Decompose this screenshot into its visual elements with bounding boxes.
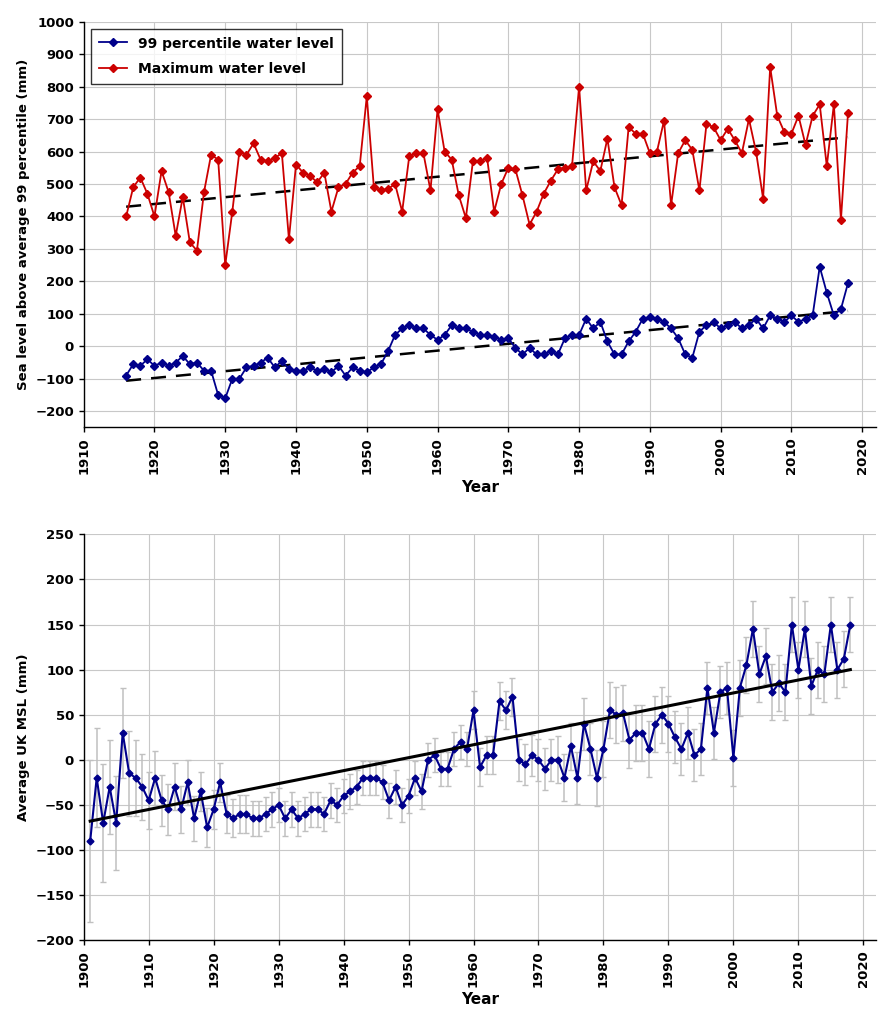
99 percentile water level <box>764 309 775 322</box>
99 percentile water level <box>814 261 825 273</box>
Maximum water level <box>764 61 775 74</box>
Maximum water level <box>546 175 556 187</box>
Maximum water level <box>772 110 782 122</box>
99 percentile water level <box>121 370 131 382</box>
99 percentile water level <box>786 309 797 322</box>
Maximum water level <box>326 206 337 218</box>
99 percentile water level <box>326 367 337 379</box>
Legend: 99 percentile water level, Maximum water level: 99 percentile water level, Maximum water… <box>90 29 342 84</box>
Maximum water level <box>843 106 854 119</box>
Maximum water level <box>793 110 804 122</box>
X-axis label: Year: Year <box>461 992 499 1008</box>
Line: Maximum water level: Maximum water level <box>123 65 851 268</box>
99 percentile water level <box>779 315 789 328</box>
99 percentile water level <box>220 392 230 404</box>
Line: 99 percentile water level: 99 percentile water level <box>123 264 851 401</box>
Maximum water level <box>786 128 797 140</box>
99 percentile water level <box>800 312 811 325</box>
Maximum water level <box>121 210 131 222</box>
99 percentile water level <box>843 276 854 289</box>
Y-axis label: Sea level above average 99 percentile (mm): Sea level above average 99 percentile (m… <box>17 59 29 390</box>
Y-axis label: Average UK MSL (mm): Average UK MSL (mm) <box>17 653 29 821</box>
Maximum water level <box>807 110 818 122</box>
X-axis label: Year: Year <box>461 479 499 495</box>
99 percentile water level <box>546 345 556 357</box>
Maximum water level <box>220 259 230 271</box>
